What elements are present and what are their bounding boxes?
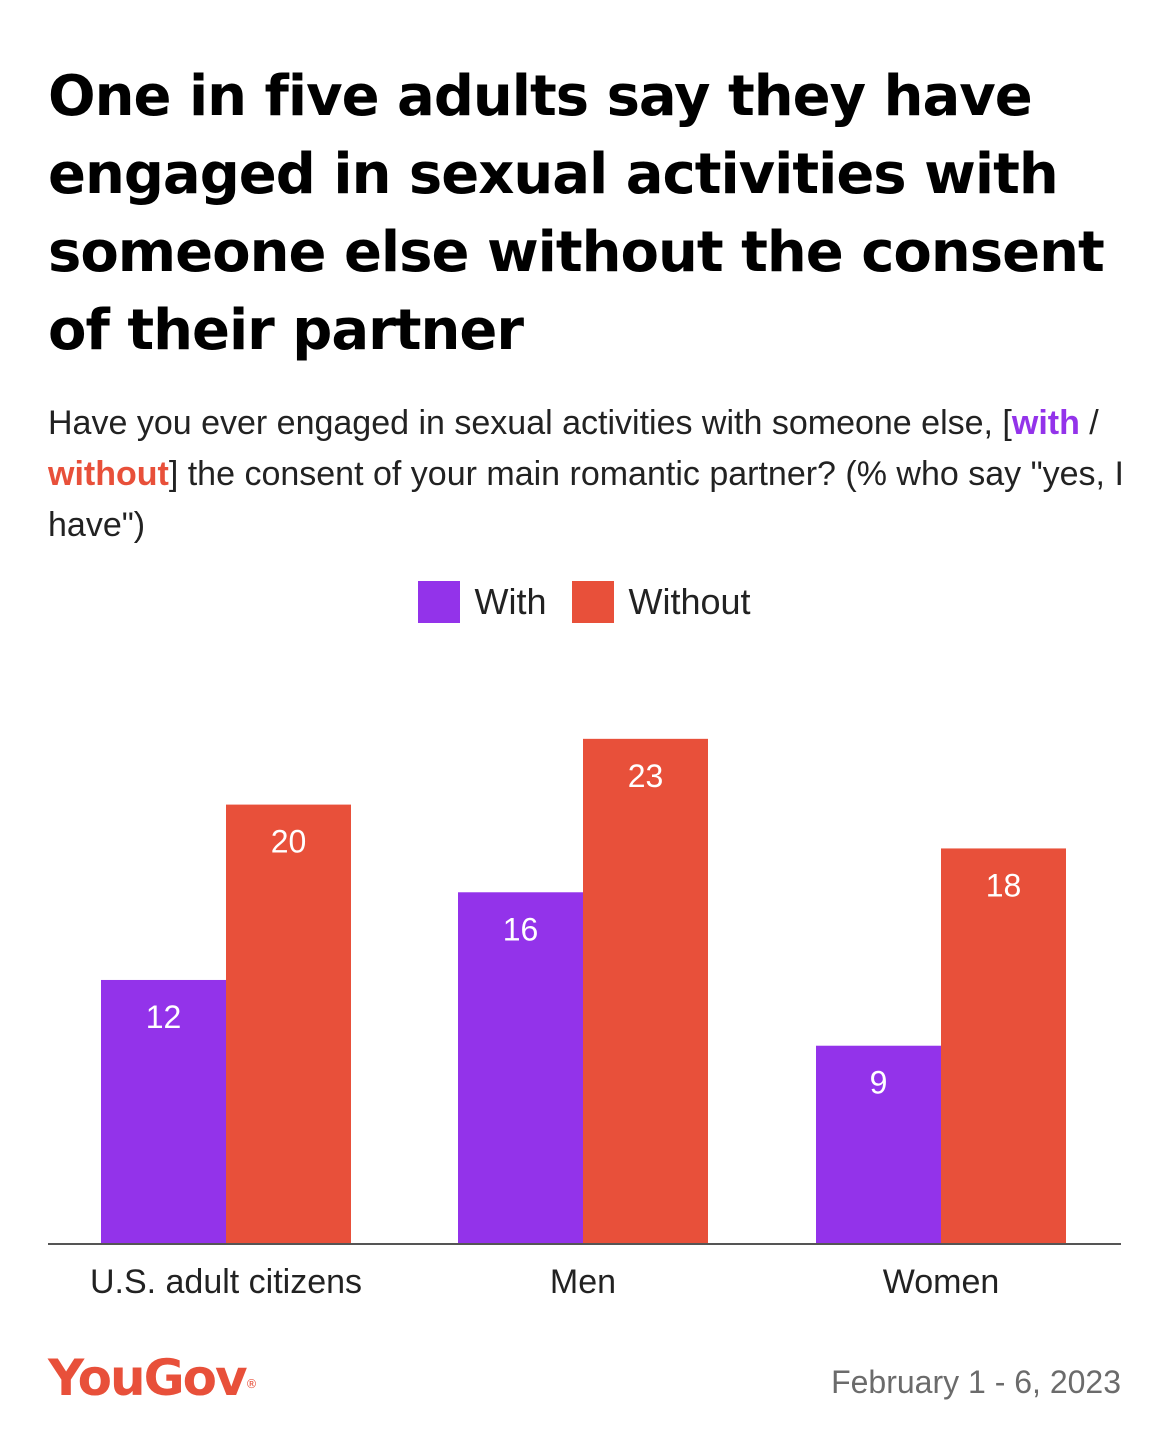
bar-without-2: [941, 848, 1066, 1243]
chart-legend: With Without: [0, 580, 1169, 624]
data-label-with-0: 12: [146, 999, 182, 1035]
data-label-with-2: 9: [870, 1065, 888, 1101]
legend-item-without: Without: [572, 581, 751, 623]
data-label-without-1: 23: [628, 758, 664, 794]
subtitle-separator: /: [1079, 404, 1099, 442]
bar-without-1: [583, 738, 708, 1243]
chart-subtitle: Have you ever engaged in sexual activiti…: [48, 398, 1138, 551]
data-label-with-1: 16: [503, 911, 539, 947]
legend-label-with: With: [474, 581, 547, 622]
subtitle-without-keyword: without: [48, 455, 169, 493]
legend-swatch-with: [418, 581, 461, 623]
x-tick-label-1: Men: [550, 1263, 616, 1301]
subtitle-start: Have you ever engaged in sexual activiti…: [48, 404, 1012, 442]
subtitle-end: ] the consent of your main romantic part…: [48, 455, 1124, 544]
data-label-without-2: 18: [986, 867, 1022, 903]
legend-swatch-without: [572, 581, 615, 623]
x-tick-label-2: Women: [883, 1263, 1000, 1301]
bar-with-0: [101, 979, 226, 1243]
data-label-without-0: 20: [271, 824, 307, 860]
subtitle-with-keyword: with: [1011, 404, 1080, 442]
yougov-logo: YouGov®: [48, 1348, 258, 1408]
logo-registered-mark: ®: [245, 1377, 258, 1391]
bar-without-0: [226, 804, 351, 1243]
logo-text: YouGov: [48, 1349, 248, 1407]
bar-chart: 12 20 U.S. adult citizens 16 23 Men 9 18 Women: [48, 738, 1121, 1301]
survey-date: February 1 - 6, 2023: [831, 1364, 1121, 1400]
bar-with-1: [458, 892, 583, 1243]
chart-title: One in five adults say they have engaged…: [48, 64, 1105, 363]
x-tick-label-0: U.S. adult citizens: [90, 1263, 362, 1301]
legend-item-with: With: [418, 581, 546, 623]
legend-label-without: Without: [628, 581, 751, 622]
bar-with-2: [816, 1045, 941, 1243]
